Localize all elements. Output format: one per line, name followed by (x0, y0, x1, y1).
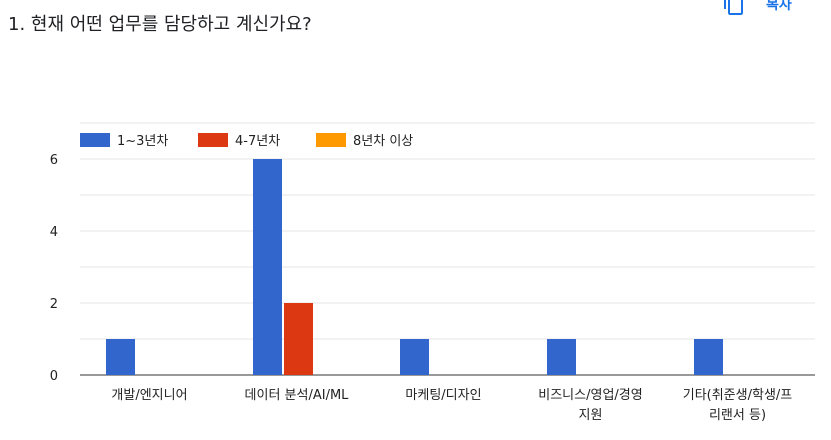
copy-icon[interactable] (722, 0, 746, 16)
x-tick-label: 리랜서 등) (709, 408, 766, 423)
bar[interactable] (106, 339, 135, 375)
y-tick-label: 0 (50, 369, 58, 384)
legend-swatch (316, 133, 346, 147)
y-tick-label: 2 (50, 297, 58, 312)
bar[interactable] (284, 303, 313, 375)
x-tick-label: 마케팅/디자인 (405, 388, 481, 403)
y-tick-label: 6 (50, 153, 58, 168)
bar[interactable] (694, 339, 723, 375)
legend-label: 8년차 이상 (353, 134, 413, 149)
legend-label: 1~3년차 (117, 134, 168, 149)
legend-swatch (80, 133, 110, 147)
x-tick-label: 지원 (579, 408, 603, 423)
legend-swatch (198, 133, 228, 147)
legend-label: 4-7년차 (235, 134, 280, 149)
question-title: 1. 현재 어떤 업무를 담당하고 계신가요? (8, 14, 312, 35)
bar[interactable] (547, 339, 576, 375)
x-tick-label: 비즈니스/영업/경영 (538, 388, 642, 403)
x-tick-label: 데이터 분석/AI/ML (245, 388, 350, 403)
y-tick-label: 4 (50, 225, 58, 240)
x-tick-label: 기타(취준생/학생/프 (683, 388, 793, 403)
copy-label[interactable]: 복사 (766, 0, 792, 13)
x-tick-label: 개발/엔지니어 (111, 388, 187, 403)
copy-button[interactable]: 복사 (722, 0, 792, 16)
bar[interactable] (253, 159, 282, 375)
bar[interactable] (400, 339, 429, 375)
